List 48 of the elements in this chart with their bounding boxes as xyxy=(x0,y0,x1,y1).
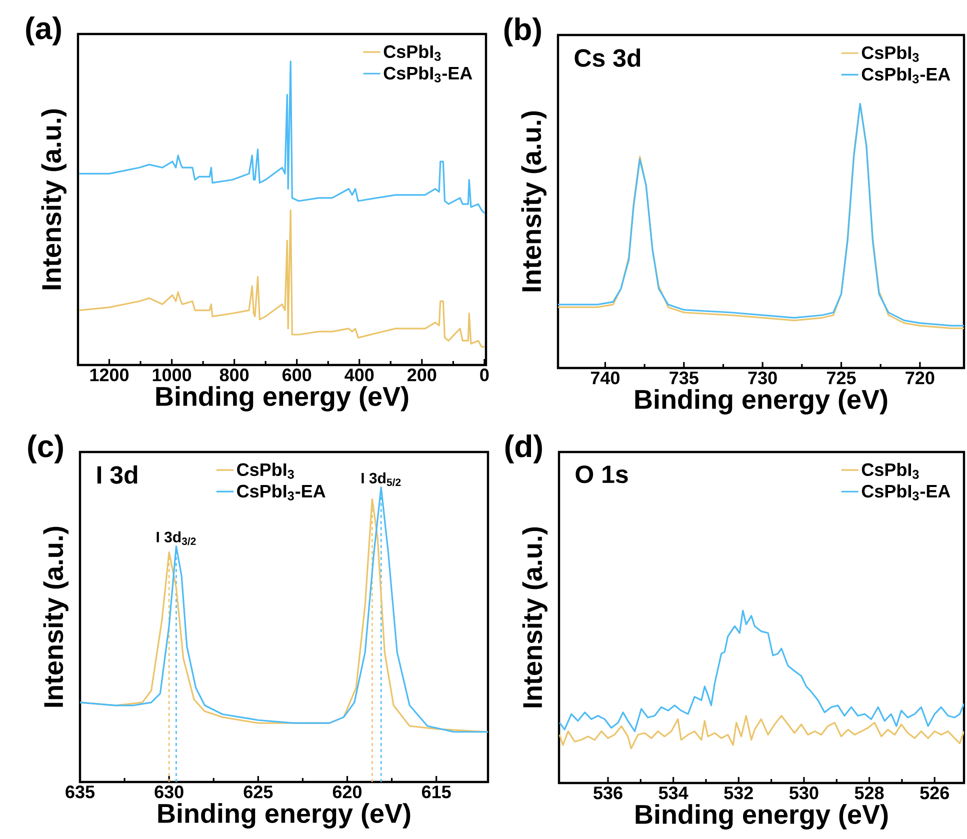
x-axis-title: Binding energy (eV) xyxy=(156,386,408,412)
legend-label: CsPbI$_{3}$-EA xyxy=(862,484,950,500)
x-axis-title: Binding energy (eV) xyxy=(635,389,888,414)
x-tick-label: 725 xyxy=(827,372,856,384)
text: Cs 3d xyxy=(574,48,640,67)
x-tick-label: 400 xyxy=(344,368,374,382)
chart-title: (c) xyxy=(28,434,63,464)
legend-label: CsPbI$_{3}$ xyxy=(237,462,294,479)
x-tick-label: 200 xyxy=(408,368,436,382)
x-tick-label: 1000 xyxy=(152,368,192,382)
x-tick-label: 630 xyxy=(154,786,184,798)
x-tick-label: 534 xyxy=(658,786,688,800)
x-tick-label: 0 xyxy=(480,368,489,382)
x-axis-title: Binding energy (eV) xyxy=(636,804,888,830)
x-axis-title: Binding energy (eV) xyxy=(158,803,410,828)
x-tick-label: 530 xyxy=(789,786,818,800)
x-tick-label: 625 xyxy=(244,786,273,798)
chart-title: (a) xyxy=(26,16,61,46)
x-tick-label: 720 xyxy=(906,372,934,384)
legend-label: CsPbI$_{3}$-EA xyxy=(862,67,950,84)
x-tick-label: 1200 xyxy=(90,368,129,382)
text: O 1s xyxy=(576,465,628,484)
x-tick-label: 620 xyxy=(332,786,362,798)
y-axis-title: Intensity (a.u.) xyxy=(522,527,548,708)
legend-label: CsPbI$_{3}$ xyxy=(862,462,919,479)
legend-label: CsPbI$_{3}$ xyxy=(862,46,919,62)
annotation: I 3d$_{3/2}$ xyxy=(156,531,196,546)
y-axis-title: Intensity (a.u.) xyxy=(41,109,66,290)
x-tick-label: 615 xyxy=(422,786,451,798)
x-tick-label: 600 xyxy=(282,368,312,382)
annotation: I 3d$_{5/2}$ xyxy=(362,472,401,486)
x-tick-label: 730 xyxy=(748,372,777,384)
legend-label: CsPbI$_{3}$-EA xyxy=(237,484,326,500)
x-tick-label: 532 xyxy=(724,786,753,800)
x-tick-label: 800 xyxy=(220,368,249,382)
legend-label: CsPbI$_{3}$ xyxy=(384,44,441,61)
legend-label: CsPbI$_{3}$-EA xyxy=(384,66,472,82)
y-axis-title: Intensity (a.u.) xyxy=(43,526,68,707)
x-tick-label: 740 xyxy=(590,372,620,384)
x-tick-label: 528 xyxy=(854,786,884,800)
y-axis-title: Intensity (a.u.) xyxy=(521,111,546,292)
chart-title: (b) xyxy=(504,18,541,46)
x-tick-label: 735 xyxy=(670,372,698,384)
chart-title: (d) xyxy=(505,434,542,464)
x-tick-label: 635 xyxy=(66,786,95,798)
x-tick-label: 536 xyxy=(594,786,622,800)
text: I 3d xyxy=(97,465,138,484)
x-tick-label: 526 xyxy=(920,786,949,800)
